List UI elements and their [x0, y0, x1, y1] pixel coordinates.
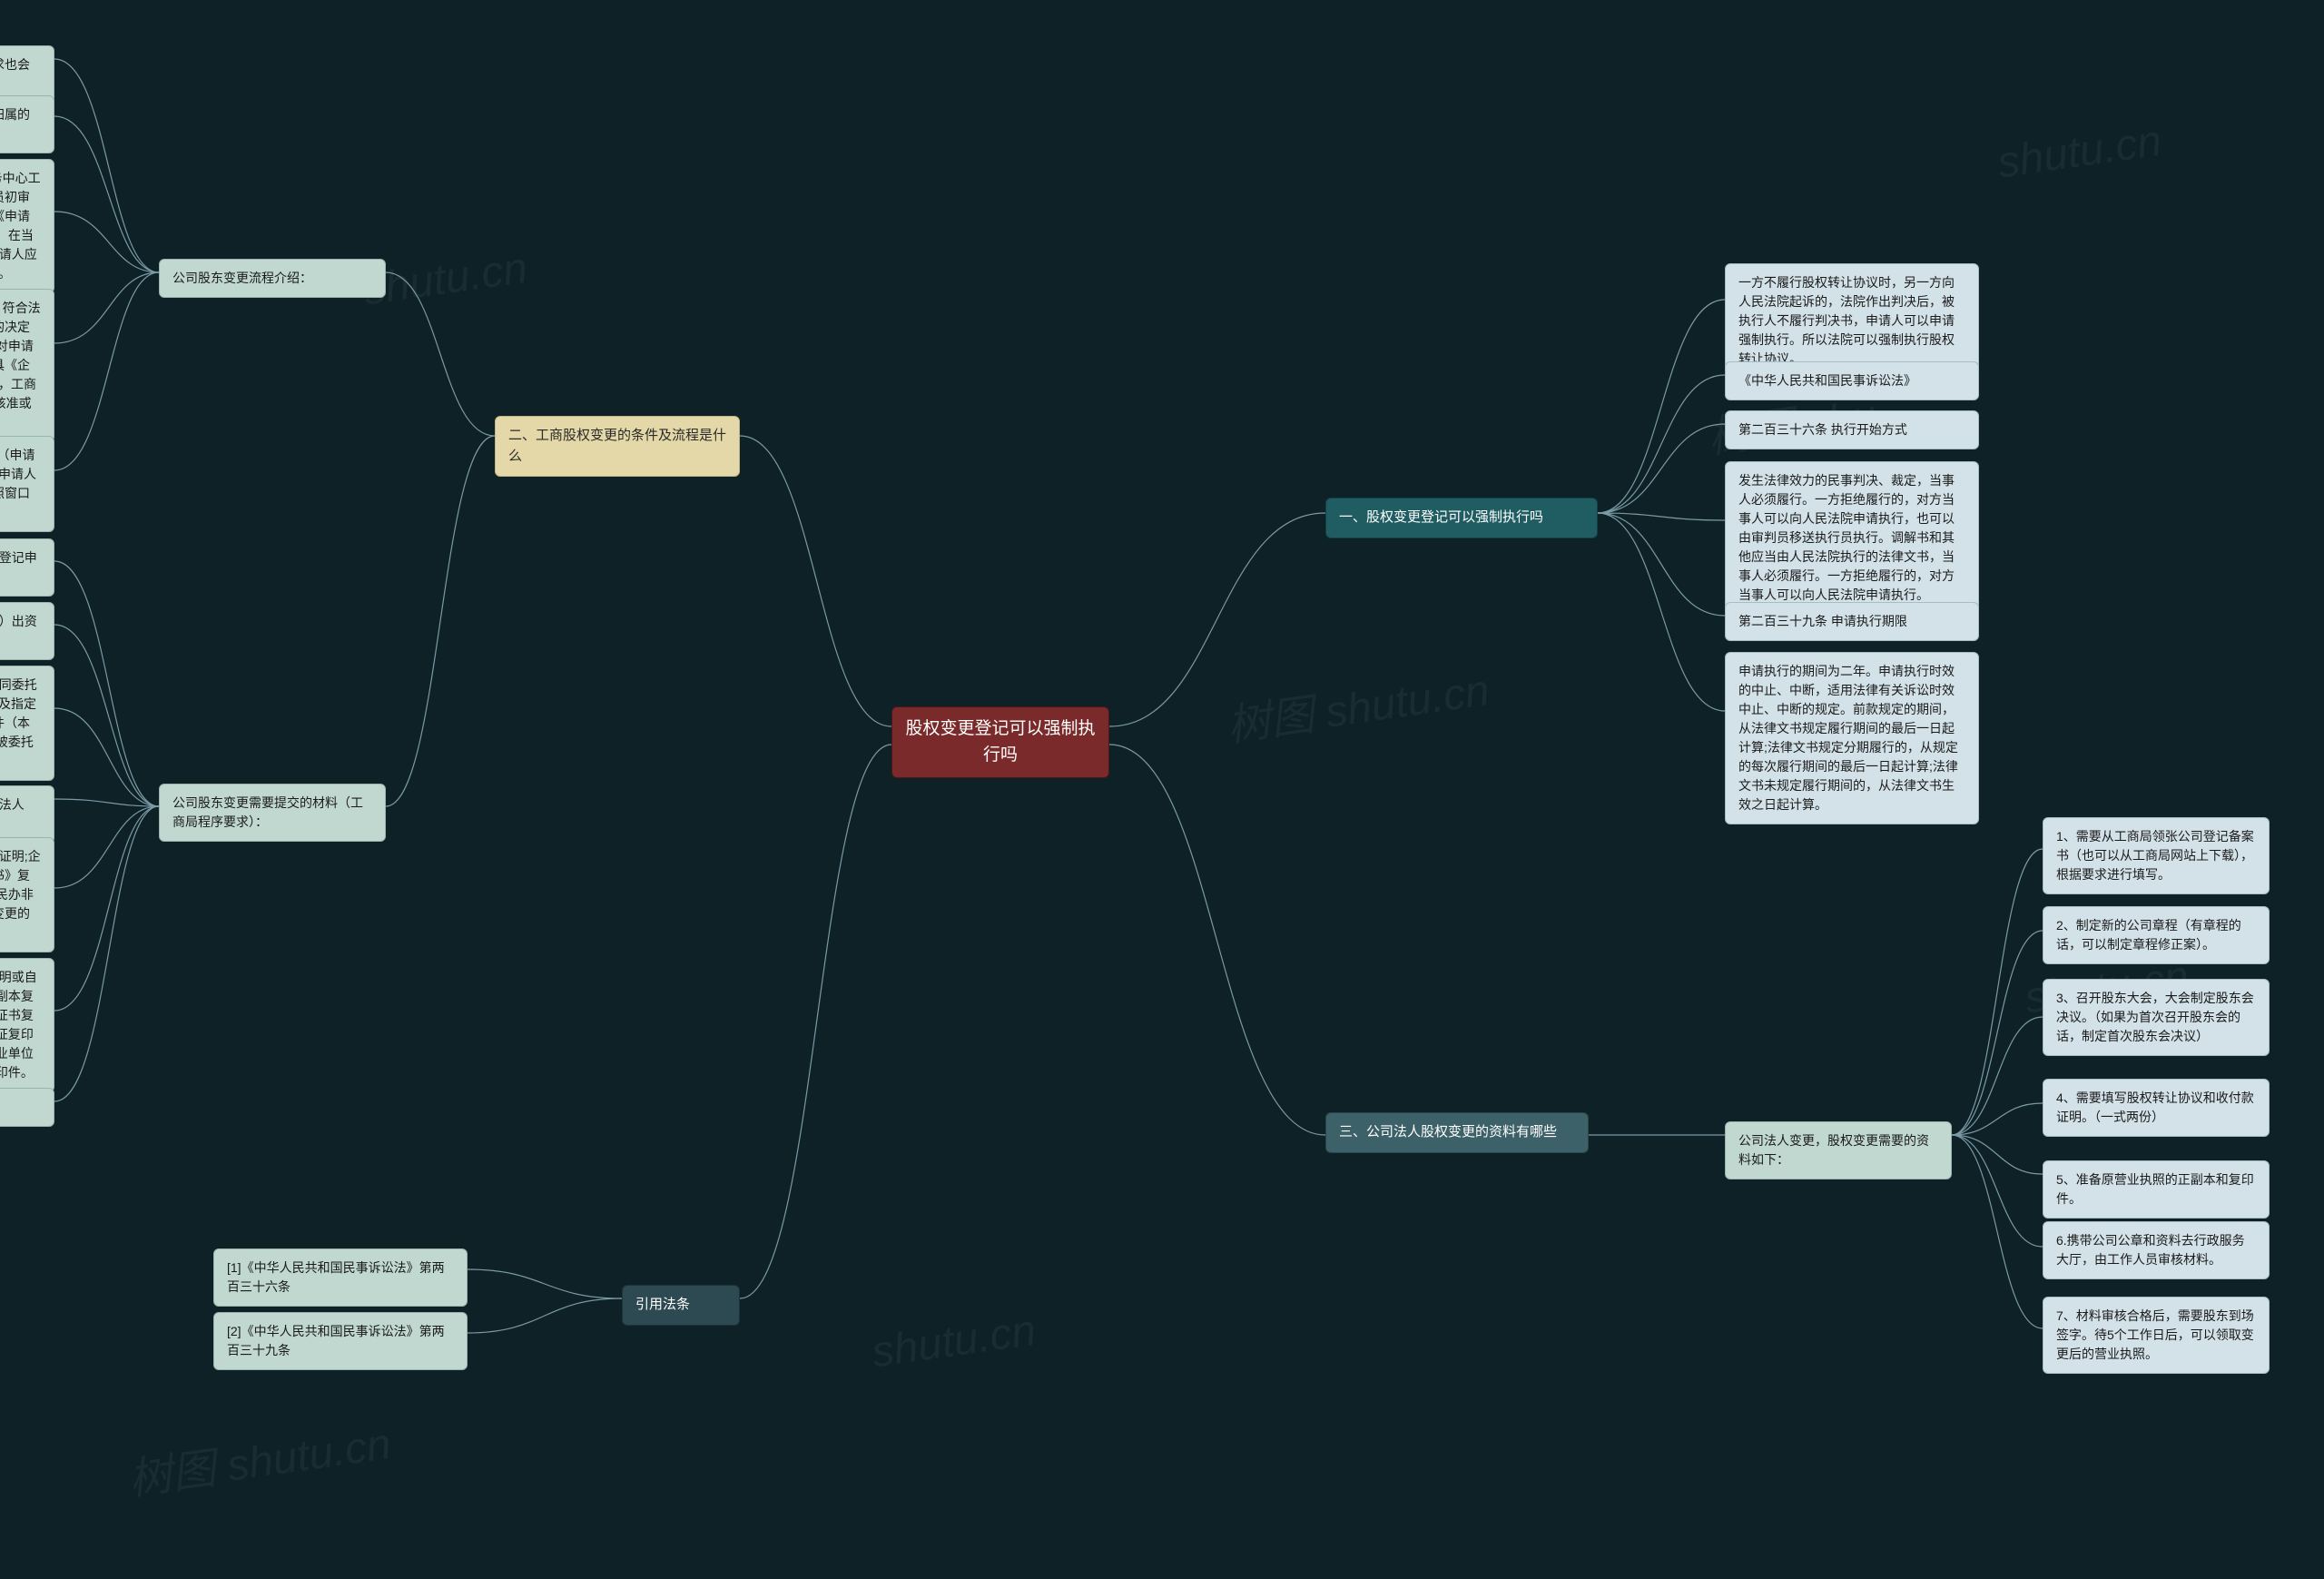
section2-sub2-leaf: 4、公司章程修正案（加盖公章，法人章）； [0, 785, 54, 844]
watermark: 树图 shutu.cn [124, 1407, 395, 1507]
section3-leaf: 2、制定新的公司章程（有章程的话，可以制定章程修正案）。 [2043, 906, 2270, 964]
root-node: 股权变更登记可以强制执行吗 [891, 706, 1109, 778]
watermark: shutu.cn [360, 243, 530, 316]
section3-title: 三、公司法人股权变更的资料有哪些 [1325, 1112, 1589, 1153]
section2-sub2-leaf: 3、公司签署的《指定代表或者共同委托代理人的证明》（公司加盖公章）及指定代表或委… [0, 666, 54, 781]
section4-title: 引用法条 [622, 1285, 740, 1326]
section4-leaf: [1]《中华人民共和国民事诉讼法》第两百三十六条 [213, 1248, 468, 1307]
section3-leaf: 7、材料审核合格后，需要股东到场签字。待5个工作日后，可以领取变更后的营业执照。 [2043, 1297, 2270, 1374]
section2-title: 二、工商股权变更的条件及流程是什么 [495, 416, 740, 477]
watermark: 树图 shutu.cn [1223, 654, 1493, 754]
section1-leaf: 第二百三十九条 申请执行期限 [1725, 602, 1979, 641]
section1-leaf: 《中华人民共和国民事诉讼法》 [1725, 361, 1979, 400]
section3-leaf: 5、准备原营业执照的正副本和复印件。 [2043, 1160, 2270, 1219]
section1-leaf: 第二百三十六条 执行开始方式 [1725, 410, 1979, 449]
watermark: shutu.cn [1994, 116, 2164, 189]
section2-sub1-label: 公司股东变更流程介绍： [159, 259, 386, 298]
section2-sub1-leaf: 股东变更受理机构：企业所在地归属的工商行政管理局。 [0, 95, 54, 153]
section2-sub2-leaf: 6、新股东或发起人的主体资格证明或自然人身份证明;企业提交营业执照副本复印件;事… [0, 958, 54, 1092]
section2-sub1-leaf: 3.工商行政管理局在5个工作日后（申请材料的实质内容需核实的除外），申请人可以凭… [0, 436, 54, 532]
section1-leaf: 申请执行的期间为二年。申请执行时效的中止、中断，适用法律有关诉讼时效中止、中断的… [1725, 652, 1979, 824]
section2-sub2-leaf: 1、法定代表人签署的《公司变更登记申请书》（公司加盖公章）； [0, 538, 54, 597]
section1-title: 一、股权变更登记可以强制执行吗 [1325, 498, 1598, 538]
watermark: shutu.cn [869, 1306, 1039, 1378]
section3-leaf: 4、需要填写股权转让协议和收付款证明。（一式两份） [2043, 1079, 2270, 1137]
section2-sub2-leaf: 5、股东或发起人名称或姓名变更证明;企业提交名称《准予变更登记通知书》复印件;事… [0, 837, 54, 952]
section3-leaf: 1、需要从工商局领张公司登记备案书（也可以从工商局网站上下载），根据要求进行填写… [2043, 817, 2270, 894]
section4-leaf: [2]《中华人民共和国民事诉讼法》第两百三十九条 [213, 1312, 468, 1370]
section1-leaf: 发生法律效力的民事判决、裁定，当事人必须履行。一方拒绝履行的，对方当事人可以向人… [1725, 461, 1979, 615]
section3-leaf: 6.携带公司公章和资料去行政服务大厅，由工作人员审核材料。 [2043, 1221, 2270, 1279]
section3-leaf: 3、召开股东大会，大会制定股东会决议。（如果为首次召开股东会的话，制定首次股东会… [2043, 979, 2270, 1056]
section2-sub1-leaf: 2.工商局对申请人申请材料齐全、符合法定形式的，当场出是否准予登记的决定并出具《… [0, 289, 54, 442]
section2-sub2-leaf: 2、公司签署《公司股东（发起人）出资情况表》（公司加盖公章）； [0, 602, 54, 660]
section2-sub1-leaf: 1.申请人持相关材料向市政务服务中心工商局窗口提出申请，经受理审查员初审通过，开… [0, 159, 54, 293]
section2-sub2-leaf: 7、公司营业执照副本。 [0, 1088, 54, 1127]
section3-sublabel: 公司法人变更，股权变更需要的资料如下： [1725, 1121, 1952, 1179]
section2-sub2-label: 公司股东变更需要提交的材料（工商局程序要求）： [159, 784, 386, 842]
